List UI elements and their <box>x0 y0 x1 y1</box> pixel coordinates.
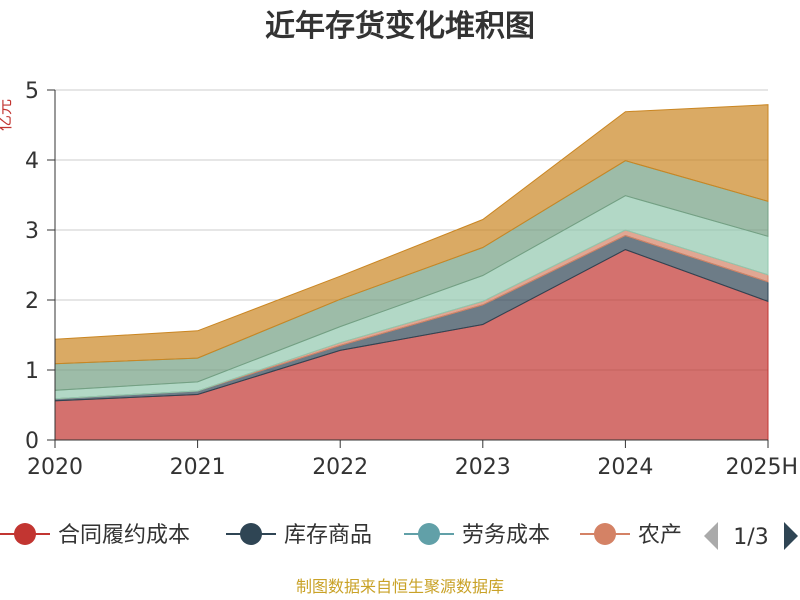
legend-item[interactable]: 农产 <box>580 523 682 548</box>
legend-label: 劳务成本 <box>462 523 550 548</box>
x-tick-label: 2025H <box>725 455 798 480</box>
y-axis-label: 亿元 <box>0 99 14 131</box>
legend-item[interactable]: 合同履约成本 <box>0 523 190 548</box>
y-tick-label: 4 <box>25 149 39 174</box>
series-area-6 <box>54 104 769 365</box>
legend: 合同履约成本 库存商品 劳务成本 农产 <box>0 523 682 548</box>
y-tick-label: 5 <box>25 79 39 104</box>
series-areas <box>54 104 769 441</box>
pager-next-icon[interactable] <box>784 522 798 550</box>
legend-item[interactable]: 库存商品 <box>226 523 372 548</box>
source-note: 制图数据来自恒生聚源数据库 <box>296 577 504 596</box>
legend-page-indicator: 1/3 <box>733 525 768 550</box>
y-tick-label: 2 <box>25 289 39 314</box>
x-tick-label: 2022 <box>312 455 368 480</box>
x-tick-label: 2023 <box>455 455 511 480</box>
x-tick-label: 2021 <box>170 455 226 480</box>
legend-marker <box>240 523 262 545</box>
x-tick-label: 2020 <box>27 455 83 480</box>
legend-marker <box>418 523 440 545</box>
y-tick-label: 1 <box>25 359 39 384</box>
pager-prev-icon[interactable] <box>704 522 718 550</box>
legend-item[interactable]: 劳务成本 <box>404 523 550 548</box>
axes: 0 1 2 3 4 5 2020 2021 2022 2023 2024 2025H <box>25 79 798 480</box>
chart-title: 近年存货变化堆积图 <box>265 9 535 44</box>
legend-label: 合同履约成本 <box>58 523 190 548</box>
legend-label: 库存商品 <box>284 523 372 548</box>
legend-pager[interactable]: 1/3 <box>704 522 798 550</box>
legend-marker <box>594 523 616 545</box>
x-tick-label: 2024 <box>597 455 653 480</box>
legend-marker <box>14 523 36 545</box>
y-tick-label: 3 <box>25 219 39 244</box>
legend-label: 农产 <box>638 523 682 548</box>
y-tick-label: 0 <box>25 429 39 454</box>
